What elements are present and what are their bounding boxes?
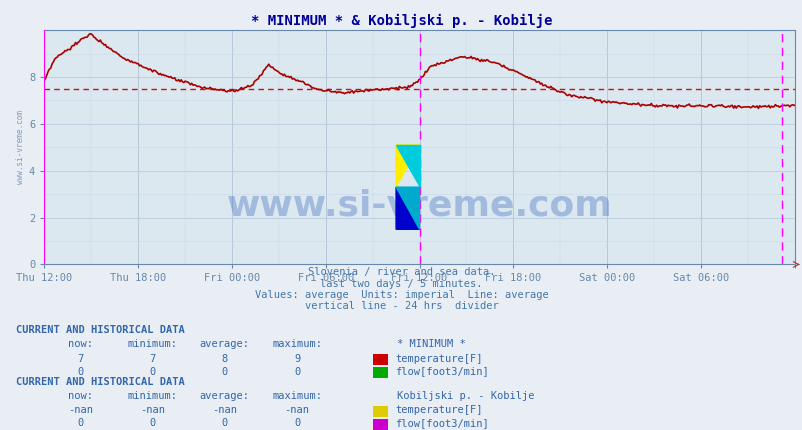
Text: * MINIMUM * & Kobiljski p. - Kobilje: * MINIMUM * & Kobiljski p. - Kobilje [250, 14, 552, 28]
Text: 0: 0 [77, 418, 83, 428]
Text: Slovenia / river and sea data.: Slovenia / river and sea data. [307, 267, 495, 277]
Text: www.si-vreme.com: www.si-vreme.com [226, 189, 612, 223]
Text: now:: now: [67, 391, 93, 401]
Text: * MINIMUM *: * MINIMUM * [397, 339, 466, 350]
Text: 0: 0 [77, 366, 83, 377]
Text: 0: 0 [221, 418, 228, 428]
Text: average:: average: [200, 339, 249, 350]
Text: temperature[F]: temperature[F] [395, 353, 482, 364]
Text: 0: 0 [294, 366, 300, 377]
Text: -nan: -nan [140, 405, 165, 415]
Polygon shape [395, 145, 419, 187]
Text: vertical line - 24 hrs  divider: vertical line - 24 hrs divider [304, 301, 498, 311]
Text: www.si-vreme.com: www.si-vreme.com [15, 110, 25, 184]
Text: maximum:: maximum: [272, 339, 322, 350]
Text: maximum:: maximum: [272, 391, 322, 401]
Text: 0: 0 [149, 366, 156, 377]
Text: average:: average: [200, 391, 249, 401]
Text: last two days / 5 minutes.: last two days / 5 minutes. [320, 279, 482, 289]
Text: minimum:: minimum: [128, 391, 177, 401]
Text: minimum:: minimum: [128, 339, 177, 350]
Text: 0: 0 [294, 418, 300, 428]
Polygon shape [395, 187, 419, 229]
Text: 7: 7 [149, 353, 156, 364]
Text: -nan: -nan [67, 405, 93, 415]
Text: CURRENT AND HISTORICAL DATA: CURRENT AND HISTORICAL DATA [16, 325, 184, 335]
Text: CURRENT AND HISTORICAL DATA: CURRENT AND HISTORICAL DATA [16, 377, 184, 387]
Text: 8: 8 [221, 353, 228, 364]
Text: 9: 9 [294, 353, 300, 364]
Polygon shape [395, 145, 419, 187]
Text: flow[foot3/min]: flow[foot3/min] [395, 366, 488, 377]
Text: flow[foot3/min]: flow[foot3/min] [395, 418, 488, 428]
Text: 7: 7 [77, 353, 83, 364]
Polygon shape [395, 187, 419, 229]
Text: -nan: -nan [212, 405, 237, 415]
Text: temperature[F]: temperature[F] [395, 405, 482, 415]
Text: Kobiljski p. - Kobilje: Kobiljski p. - Kobilje [397, 391, 534, 401]
Text: now:: now: [67, 339, 93, 350]
Text: 0: 0 [221, 366, 228, 377]
Text: 0: 0 [149, 418, 156, 428]
Text: Values: average  Units: imperial  Line: average: Values: average Units: imperial Line: av… [254, 290, 548, 300]
Text: -nan: -nan [284, 405, 310, 415]
